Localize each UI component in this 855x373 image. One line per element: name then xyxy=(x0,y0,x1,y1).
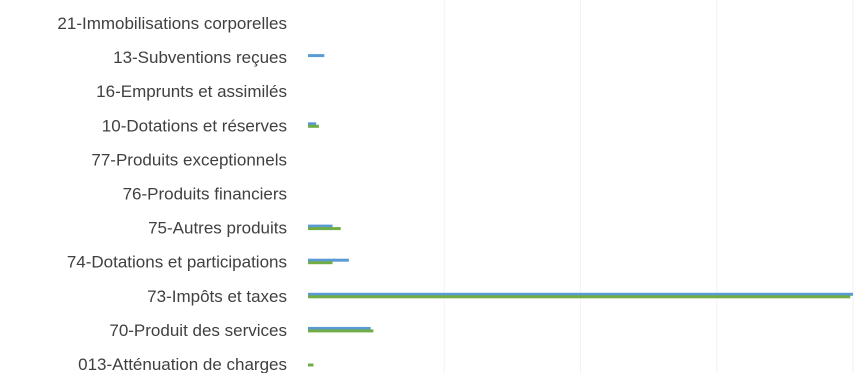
bar-series-1-row-6 xyxy=(308,224,333,228)
category-label: 10-Dotations et réserves xyxy=(102,116,287,135)
bar-series-1-row-8 xyxy=(308,292,853,296)
category-label: 70-Produit des services xyxy=(109,321,287,340)
bar-series-2-row-9 xyxy=(308,329,374,333)
category-label: 21-Immobilisations corporelles xyxy=(57,14,287,33)
bar-series-1-row-3 xyxy=(308,122,317,126)
category-label: 75-Autres produits xyxy=(148,219,287,238)
bars xyxy=(308,54,853,367)
category-label: 013-Atténuation de charges xyxy=(78,355,287,373)
bar-series-1-row-9 xyxy=(308,326,371,330)
category-label: 13-Subventions reçues xyxy=(113,48,287,67)
category-label: 74-Dotations et participations xyxy=(67,253,287,272)
category-label: 77-Produits exceptionnels xyxy=(91,150,287,169)
bar-series-2-row-8 xyxy=(308,295,851,299)
bar-series-1-row-7 xyxy=(308,258,349,262)
category-label: 73-Impôts et taxes xyxy=(147,287,287,306)
bar-series-1-row-1 xyxy=(308,54,325,58)
bar-series-2-row-3 xyxy=(308,124,319,128)
category-label: 16-Emprunts et assimilés xyxy=(96,82,287,101)
bar-series-2-row-6 xyxy=(308,227,341,231)
category-labels: 21-Immobilisations corporelles 13-Subvent… xyxy=(57,14,287,373)
bar-series-2-row-7 xyxy=(308,261,333,265)
gridlines xyxy=(443,0,854,373)
category-label: 76-Produits financiers xyxy=(123,185,287,204)
bar-series-2-row-10 xyxy=(308,363,314,367)
